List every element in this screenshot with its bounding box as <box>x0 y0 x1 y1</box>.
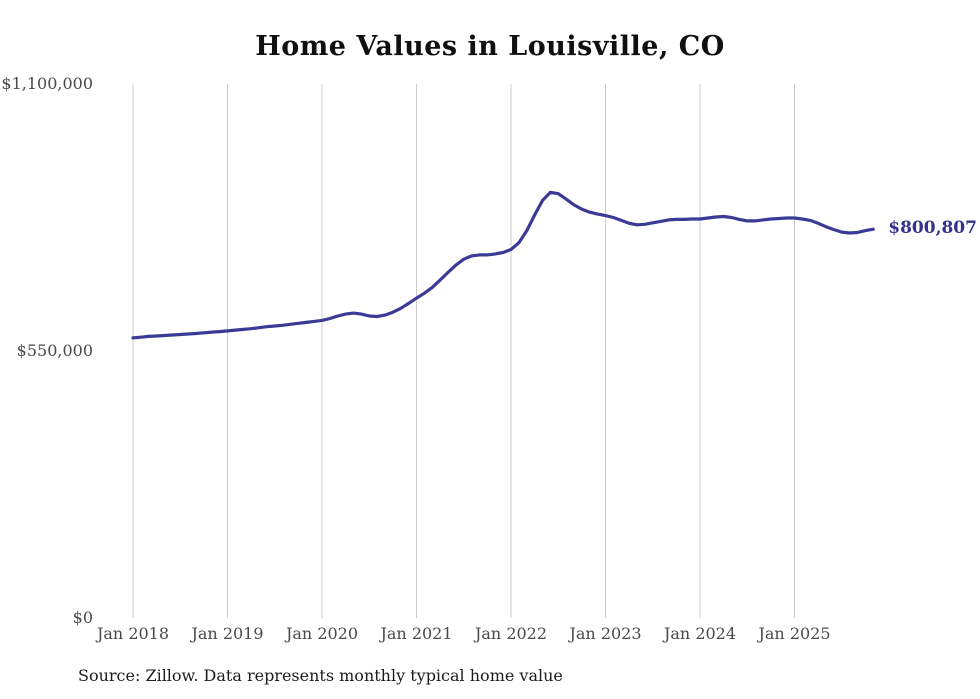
y-tick-label: $1,100,000 <box>1 74 93 93</box>
y-tick-label: $0 <box>72 608 93 627</box>
chart-title: Home Values in Louisville, CO <box>255 31 725 62</box>
y-tick-label: $550,000 <box>16 341 93 360</box>
x-tick-label: Jan 2021 <box>380 624 453 643</box>
latest-value-label: $800,807 <box>888 218 977 239</box>
x-tick-label: Jan 2019 <box>191 624 264 643</box>
x-tick-label: Jan 2024 <box>663 624 737 643</box>
value-line <box>131 190 875 340</box>
source-note: Source: Zillow. Data represents monthly … <box>78 666 563 685</box>
x-tick-label: Jan 2025 <box>758 624 831 643</box>
x-tick-label: Jan 2023 <box>569 624 642 643</box>
x-tick-label: Jan 2022 <box>474 624 548 643</box>
x-tick-label: Jan 2020 <box>285 624 359 643</box>
x-tick-label: Jan 2018 <box>96 624 170 643</box>
